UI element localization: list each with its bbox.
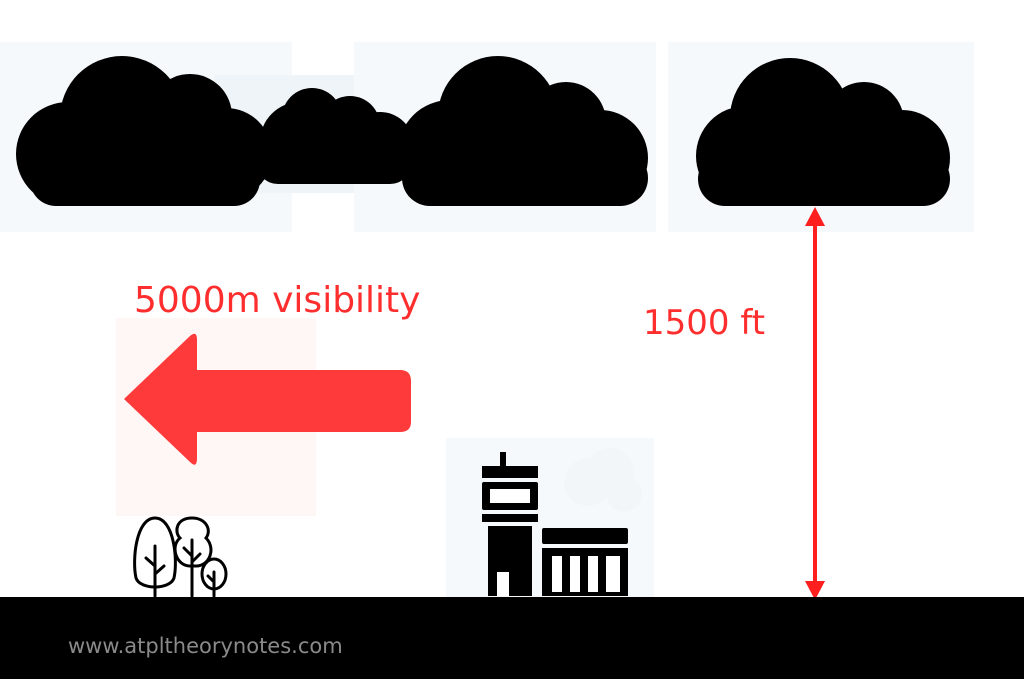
hangar-building-icon	[542, 528, 628, 596]
cloud-icon	[16, 56, 272, 206]
cloud-icon	[564, 448, 642, 512]
control-tower-icon	[482, 452, 538, 596]
ground	[0, 597, 1024, 679]
cloud-base-height-label: 1500 ft	[643, 303, 766, 343]
double-headed-arrow-icon	[805, 207, 825, 600]
left-arrow-icon	[124, 333, 411, 465]
website-watermark: www.atpltheorynotes.com	[68, 634, 343, 658]
cloud-icon	[256, 88, 414, 184]
cloud-icon	[398, 56, 648, 206]
visibility-label: 5000m visibility	[134, 280, 421, 321]
trees-icon	[133, 516, 228, 598]
cloud-icon	[696, 58, 950, 206]
